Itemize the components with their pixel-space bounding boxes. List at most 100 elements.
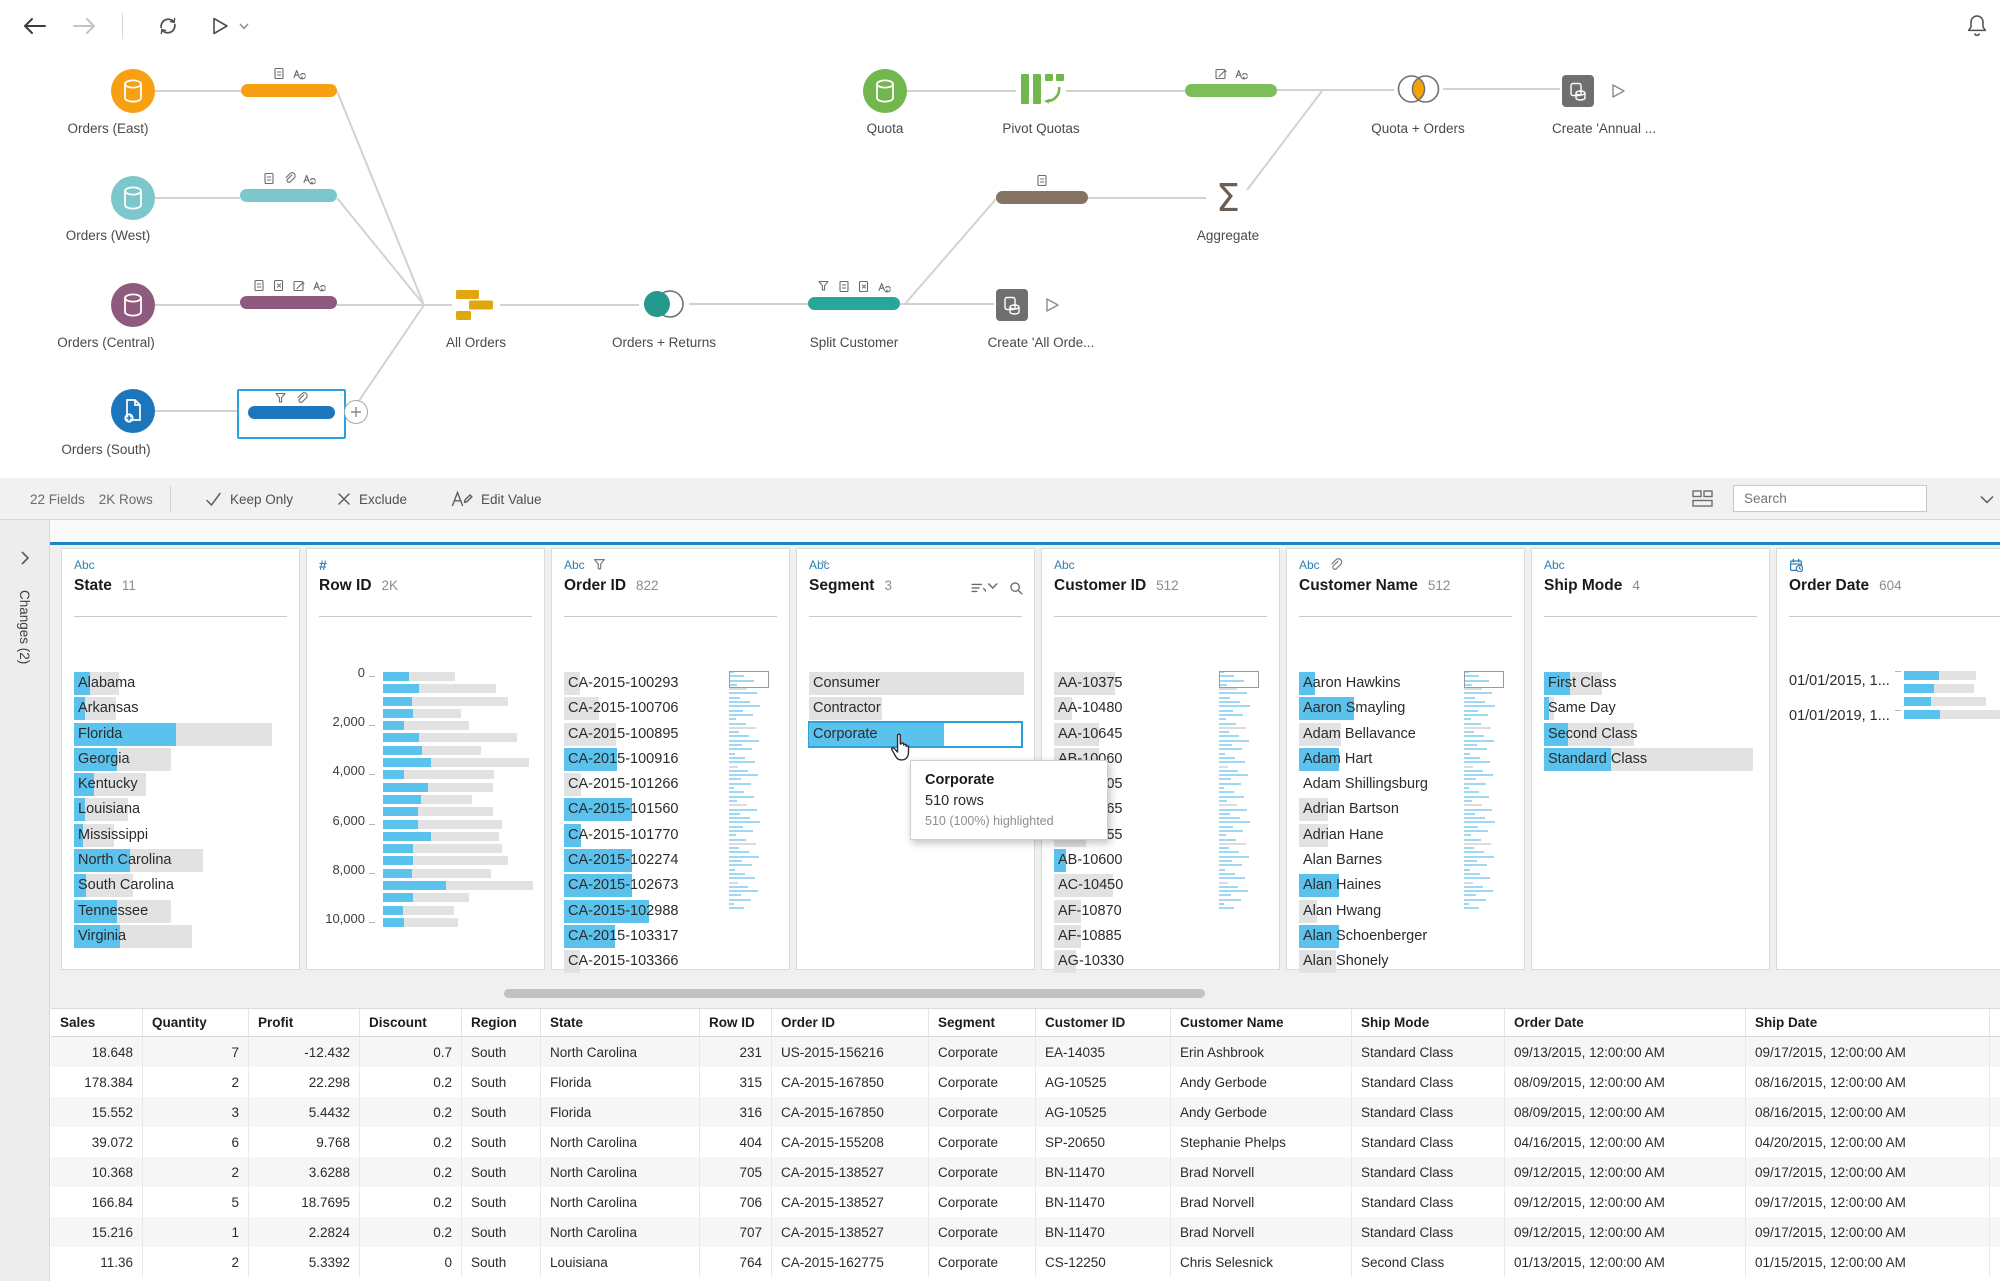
value-row-af-10885[interactable]: AF-10885: [1054, 924, 1267, 949]
grid-cell-profit[interactable]: 2.2824: [249, 1217, 360, 1247]
grid-cell-sales[interactable]: 15.216: [51, 1217, 143, 1247]
flow-node-orders-returns[interactable]: [640, 286, 688, 322]
grid-cell-customer-id[interactable]: AG-10525: [1036, 1097, 1171, 1127]
value-row-adrian-hane[interactable]: Adrian Hane: [1299, 823, 1512, 848]
grid-cell-order-id[interactable]: CA-2015-155208: [772, 1127, 929, 1157]
grid-cell-discount[interactable]: 0: [360, 1247, 462, 1277]
histogram-bar-row[interactable]: [319, 905, 532, 917]
field-menu-caret[interactable]: [820, 559, 830, 567]
grid-cell-ship-date[interactable]: 09/17/2015, 12:00:00 AM: [1746, 1157, 1990, 1187]
grid-cell-state[interactable]: Louisiana: [541, 1247, 700, 1277]
grid-cell-row-id[interactable]: 764: [700, 1247, 772, 1277]
flow-step-clean-west[interactable]: [240, 189, 337, 202]
value-row-tennessee[interactable]: Tennessee: [74, 899, 287, 924]
flow-step-clean-central[interactable]: [240, 296, 337, 309]
grid-column-header-ship-mode[interactable]: Ship Mode: [1352, 1009, 1505, 1036]
grid-cell-segment[interactable]: Corporate: [929, 1037, 1036, 1067]
value-row-alan-hwang[interactable]: Alan Hwang: [1299, 899, 1512, 924]
histogram-bar-row[interactable]: [319, 732, 532, 744]
grid-cell-quantity[interactable]: 6: [143, 1127, 249, 1157]
value-row-date[interactable]: 01/01/2015, 1...: [1789, 673, 1890, 689]
value-row-arkansas[interactable]: Arkansas: [74, 696, 287, 721]
scrollbar-thumb[interactable]: [504, 989, 1205, 998]
grid-cell-sales[interactable]: 18.648: [51, 1037, 143, 1067]
value-row-ca-2015-101266[interactable]: CA-2015-101266: [564, 772, 777, 797]
histogram-bar-row[interactable]: [319, 831, 532, 843]
flow-node-orders-east[interactable]: [111, 69, 155, 113]
grid-cell-segment[interactable]: Corporate: [929, 1247, 1036, 1277]
grid-column-header-row-id[interactable]: Row ID: [700, 1009, 772, 1036]
value-row-ag-10330[interactable]: AG-10330: [1054, 949, 1267, 974]
value-row-af-10870[interactable]: AF-10870: [1054, 899, 1267, 924]
grid-cell-profit[interactable]: 22.298: [249, 1067, 360, 1097]
grid-cell-row-id[interactable]: 404: [700, 1127, 772, 1157]
grid-cell-ship-date[interactable]: 08/16/2015, 12:00:00 AM: [1746, 1067, 1990, 1097]
flow-node-all-orders[interactable]: [453, 285, 499, 325]
flow-step-clean-east[interactable]: [241, 84, 337, 97]
flow-node-aggregate[interactable]: Σ: [1208, 176, 1248, 220]
histogram-bar-row[interactable]: 2,000: [319, 714, 532, 732]
grid-cell-state[interactable]: Florida: [541, 1097, 700, 1127]
histogram-bar-row[interactable]: [319, 855, 532, 867]
grid-cell-order-date[interactable]: 08/09/2015, 12:00:00 AM: [1505, 1067, 1746, 1097]
grid-cell-ship-date[interactable]: 09/17/2015, 12:00:00 AM: [1746, 1217, 1990, 1247]
values-minimap-scrollbar[interactable]: [1219, 671, 1259, 921]
value-row-ca-2015-100706[interactable]: CA-2015-100706: [564, 696, 777, 721]
histogram-bar-row[interactable]: 0: [319, 665, 532, 683]
grid-cell-customer-id[interactable]: BN-11470: [1036, 1187, 1171, 1217]
grid-cell-ship-mode[interactable]: Standard Class: [1352, 1187, 1505, 1217]
grid-cell-segment[interactable]: Corporate: [929, 1157, 1036, 1187]
grid-cell-customer-name[interactable]: Brad Norvell: [1171, 1217, 1352, 1247]
grid-cell-row-id[interactable]: 315: [700, 1067, 772, 1097]
flow-step-clean-south-selected[interactable]: [237, 389, 346, 439]
histogram-bar-row[interactable]: [319, 708, 532, 720]
grid-cell-sales[interactable]: 15.552: [51, 1097, 143, 1127]
run-output-create-annual[interactable]: [1610, 83, 1626, 99]
value-row-florida[interactable]: Florida: [74, 722, 287, 747]
grid-cell-ship-date[interactable]: 09/17/2015, 12:00:00 AM: [1746, 1037, 1990, 1067]
grid-cell-ship-mode[interactable]: Standard Class: [1352, 1097, 1505, 1127]
histogram-bar-row[interactable]: 4,000: [319, 763, 532, 781]
grid-cell-discount[interactable]: 0.2: [360, 1187, 462, 1217]
grid-cell-region[interactable]: South: [462, 1037, 541, 1067]
grid-cell-region[interactable]: South: [462, 1217, 541, 1247]
grid-cell-ship-mode[interactable]: Standard Class: [1352, 1127, 1505, 1157]
grid-cell-state[interactable]: North Carolina: [541, 1187, 700, 1217]
grid-cell-order-id[interactable]: CA-2015-162775: [772, 1247, 929, 1277]
grid-column-header-state[interactable]: State: [541, 1009, 700, 1036]
value-row-adam-shillingsburg[interactable]: Adam Shillingsburg: [1299, 772, 1512, 797]
value-row-north-carolina[interactable]: North Carolina: [74, 848, 287, 873]
grid-cell-sales[interactable]: 166.84: [51, 1187, 143, 1217]
value-row-mississippi[interactable]: Mississippi: [74, 823, 287, 848]
run-flow-button[interactable]: [206, 12, 234, 40]
value-row-ca-2015-103317[interactable]: CA-2015-103317: [564, 924, 777, 949]
flow-node-orders-south[interactable]: [111, 389, 155, 433]
value-row-first-class[interactable]: First Class: [1544, 671, 1757, 696]
grid-cell-discount[interactable]: 0.2: [360, 1067, 462, 1097]
grid-cell-order-date[interactable]: 04/16/2015, 12:00:00 AM: [1505, 1127, 1746, 1157]
histogram-bar-row[interactable]: [319, 806, 532, 818]
value-row-ab-10600[interactable]: AB-10600: [1054, 848, 1267, 873]
grid-cell-region[interactable]: South: [462, 1187, 541, 1217]
changes-panel[interactable]: Changes (2): [0, 520, 50, 1281]
grid-cell-sales[interactable]: 39.072: [51, 1127, 143, 1157]
grid-cell-sales[interactable]: 178.384: [51, 1067, 143, 1097]
flow-node-create-annual[interactable]: [1562, 75, 1594, 107]
grid-cell-row-id[interactable]: 231: [700, 1037, 772, 1067]
grid-cell-customer-name[interactable]: Brad Norvell: [1171, 1187, 1352, 1217]
grid-cell-discount[interactable]: 0.7: [360, 1037, 462, 1067]
value-row-ca-2015-102274[interactable]: CA-2015-102274: [564, 848, 777, 873]
value-row-standard-class[interactable]: Standard Class: [1544, 747, 1757, 772]
grid-cell-ship-date[interactable]: 04/20/2015, 12:00:00 AM: [1746, 1127, 1990, 1157]
grid-cell-profit[interactable]: 18.7695: [249, 1187, 360, 1217]
grid-cell-discount[interactable]: 0.2: [360, 1157, 462, 1187]
grid-cell-profit[interactable]: -12.432: [249, 1037, 360, 1067]
value-row-alan-barnes[interactable]: Alan Barnes: [1299, 848, 1512, 873]
grid-cell-quantity[interactable]: 5: [143, 1187, 249, 1217]
value-row-consumer[interactable]: Consumer: [809, 671, 1024, 696]
grid-cell-state[interactable]: North Carolina: [541, 1037, 700, 1067]
grid-cell-order-date[interactable]: 09/13/2015, 12:00:00 AM: [1505, 1037, 1746, 1067]
value-row-aa-10480[interactable]: AA-10480: [1054, 696, 1267, 721]
grid-cell-state[interactable]: Florida: [541, 1067, 700, 1097]
flow-step-split-customer[interactable]: [808, 297, 900, 310]
